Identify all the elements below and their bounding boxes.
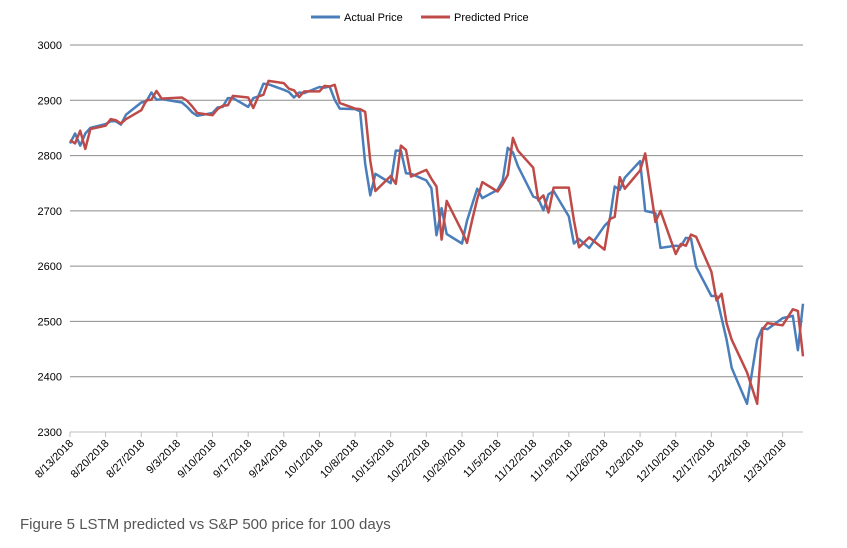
- y-tick-label: 2400: [38, 372, 62, 384]
- y-tick-label: 3000: [38, 40, 62, 52]
- series-line-actual: [68, 82, 805, 406]
- figure-caption: Figure 5 LSTM predicted vs S&P 500 price…: [20, 516, 391, 533]
- legend-label-predicted: Predicted Price: [454, 12, 529, 24]
- x-axis-ticks: 8/13/20188/20/20188/27/20189/3/20189/10/…: [33, 432, 789, 485]
- y-tick-label: 2800: [38, 151, 62, 163]
- y-tick-label: 2500: [38, 316, 62, 328]
- gridlines: [70, 44, 803, 433]
- y-tick-label: 2700: [38, 206, 62, 218]
- y-tick-label: 2300: [38, 427, 62, 439]
- series-line-predicted: [69, 79, 805, 406]
- legend: Actual Price Predicted Price: [311, 12, 529, 24]
- x-tick-label: 8/27/2018: [104, 438, 147, 481]
- series-lines: [68, 79, 805, 406]
- y-tick-label: 2900: [38, 95, 62, 107]
- legend-label-actual: Actual Price: [344, 12, 403, 24]
- y-tick-label: 2600: [38, 261, 62, 273]
- y-axis-ticks: 2300 2400 2500 2600 2700 2800 2900 3000: [38, 40, 62, 439]
